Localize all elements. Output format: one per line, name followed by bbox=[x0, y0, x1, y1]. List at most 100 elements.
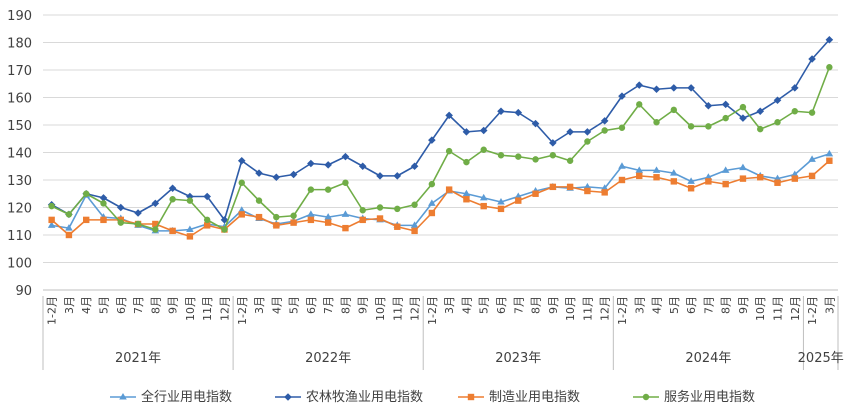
x-tick-label: 10月 bbox=[374, 296, 387, 321]
data-point bbox=[566, 157, 574, 164]
year-label: 2023年 bbox=[495, 351, 541, 366]
data-point bbox=[808, 155, 816, 162]
legend-label: 制造业用电指数 bbox=[489, 390, 580, 405]
data-point bbox=[83, 190, 90, 197]
x-tick-label: 5月 bbox=[288, 296, 301, 314]
gridlines bbox=[43, 14, 838, 263]
data-point bbox=[289, 170, 298, 179]
data-point bbox=[307, 186, 315, 193]
data-point bbox=[636, 172, 643, 180]
data-point bbox=[48, 216, 55, 224]
x-tick-label: 3月 bbox=[253, 296, 266, 314]
data-point bbox=[739, 163, 747, 171]
data-point bbox=[83, 216, 90, 224]
x-tick-label: 7月 bbox=[512, 296, 525, 314]
data-point bbox=[722, 114, 729, 122]
x-tick-label: 12月 bbox=[599, 296, 612, 321]
data-point bbox=[515, 197, 522, 204]
series-line bbox=[51, 153, 830, 232]
data-point bbox=[428, 209, 436, 217]
legend: 全行业用电指数 农林牧渔业用电指数 制造业用电指数 服务业用电指数 bbox=[110, 389, 755, 405]
data-point bbox=[642, 393, 650, 401]
data-point bbox=[394, 205, 401, 213]
data-point bbox=[428, 180, 436, 188]
x-tick-label: 6月 bbox=[495, 296, 508, 314]
data-point bbox=[757, 125, 764, 133]
data-point bbox=[169, 196, 176, 203]
data-point bbox=[255, 213, 263, 221]
data-point bbox=[307, 210, 315, 217]
x-tick-label: 4月 bbox=[460, 296, 473, 314]
data-point bbox=[532, 156, 539, 163]
data-point bbox=[514, 192, 523, 200]
data-point bbox=[739, 114, 747, 122]
x-tick-label: 3月 bbox=[633, 296, 646, 314]
series-circle bbox=[48, 64, 833, 233]
data-point bbox=[826, 157, 833, 164]
data-point bbox=[376, 204, 384, 211]
x-tick-label: 5月 bbox=[97, 296, 110, 314]
data-point bbox=[635, 81, 644, 89]
data-point bbox=[203, 222, 211, 229]
data-point bbox=[584, 138, 591, 145]
data-point bbox=[808, 55, 816, 63]
legend-label: 全行业用电指数 bbox=[141, 389, 232, 405]
data-point bbox=[497, 205, 505, 213]
data-point bbox=[152, 220, 159, 228]
series-triangle bbox=[47, 149, 834, 234]
data-point bbox=[757, 174, 764, 181]
y-tick-label: 140 bbox=[7, 147, 32, 162]
data-point bbox=[773, 174, 782, 182]
data-point bbox=[670, 106, 678, 114]
y-tick-label: 150 bbox=[7, 119, 32, 134]
series-line bbox=[51, 39, 830, 221]
data-point bbox=[65, 231, 73, 239]
year-label: 2025年 bbox=[798, 351, 844, 366]
data-point bbox=[635, 166, 644, 173]
data-point bbox=[618, 162, 626, 169]
data-point bbox=[342, 224, 349, 232]
y-tick-label: 110 bbox=[7, 229, 32, 244]
y-tick-label: 120 bbox=[7, 202, 32, 217]
y-tick-label: 90 bbox=[15, 284, 32, 299]
data-point bbox=[341, 152, 350, 161]
x-tick-label: 12月 bbox=[409, 296, 422, 321]
data-point bbox=[687, 185, 695, 192]
data-point bbox=[497, 152, 505, 159]
data-point bbox=[774, 179, 781, 186]
data-point bbox=[825, 35, 834, 44]
data-point bbox=[134, 220, 142, 228]
data-point bbox=[462, 189, 471, 197]
x-tick-label: 10月 bbox=[184, 296, 197, 321]
data-point bbox=[467, 393, 475, 401]
data-point bbox=[531, 119, 540, 128]
data-point bbox=[721, 166, 730, 173]
data-point bbox=[238, 211, 245, 218]
x-tick-label: 11月 bbox=[581, 296, 594, 321]
x-tick-label: 4月 bbox=[80, 296, 93, 314]
year-label: 2021年 bbox=[115, 351, 161, 366]
series-diamond bbox=[47, 35, 834, 224]
data-point bbox=[47, 221, 56, 228]
x-tick-label: 5月 bbox=[478, 296, 491, 314]
data-point bbox=[480, 202, 487, 210]
data-point bbox=[549, 152, 557, 159]
x-tick-label: 1-2月 bbox=[46, 296, 59, 325]
data-point bbox=[704, 173, 713, 180]
data-point bbox=[790, 84, 799, 92]
legend-item: 农林牧渔业用电指数 bbox=[275, 390, 423, 405]
data-point bbox=[584, 187, 591, 195]
data-point bbox=[65, 211, 73, 218]
data-point bbox=[237, 156, 246, 165]
data-point bbox=[186, 233, 194, 240]
data-point bbox=[773, 96, 782, 105]
data-point bbox=[497, 198, 505, 205]
data-point bbox=[238, 179, 245, 186]
series-line bbox=[51, 160, 830, 238]
legend-item: 全行业用电指数 bbox=[110, 389, 232, 405]
data-point bbox=[653, 174, 660, 181]
x-tick-label: 9月 bbox=[737, 296, 750, 314]
data-point bbox=[284, 393, 292, 401]
x-axis: 1-2月 3月 4月 5月 6月 7月 8月 9月 10月 11月 12月 1-2月 3月 4月 5月 6月 7… bbox=[42, 289, 844, 370]
data-point bbox=[652, 166, 661, 173]
